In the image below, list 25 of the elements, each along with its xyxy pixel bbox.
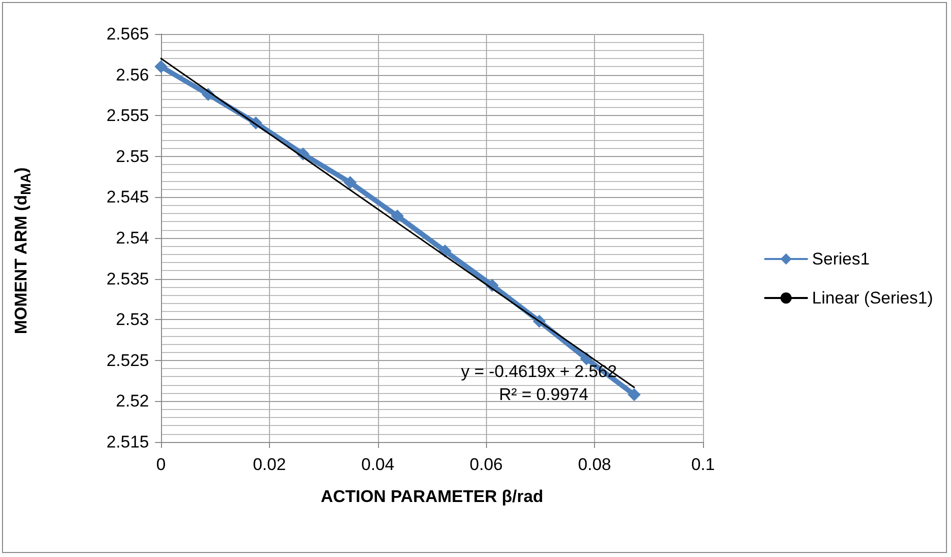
x-tick-label: 0 [156,455,166,474]
y-tick-label: 2.52 [116,392,149,411]
point [344,176,357,190]
y-tick-label: 2.515 [106,432,149,452]
annotation: R² = 0.9974 [499,385,588,404]
y-tick-label: 2.53 [116,310,149,330]
y-tick-label: 2.56 [116,65,149,84]
x-tick-label: 0.1 [691,455,715,474]
y-tick-label: 2.545 [106,188,149,207]
x-tick-label: 0.02 [252,455,286,474]
y-tick-label: 2.565 [106,24,149,44]
point [390,209,404,222]
y-tick-label: 2.555 [106,106,149,126]
x-tick-label: 0.04 [361,455,394,474]
legend-label: Series1 [812,250,870,268]
x-tick-label: 0.06 [470,455,503,474]
y-tick-label: 2.525 [106,350,149,370]
y-tick-label: 2.535 [106,269,149,288]
x-tick-label: 0.08 [578,455,612,474]
y-tick-label: 2.55 [116,146,149,166]
point [628,388,641,402]
point [154,60,168,74]
legend-label: Linear (Series1) [812,288,934,308]
y-tick-label: 2.54 [116,228,149,248]
x-axis-title: ACTION PARAMETER β/rad [320,487,544,506]
